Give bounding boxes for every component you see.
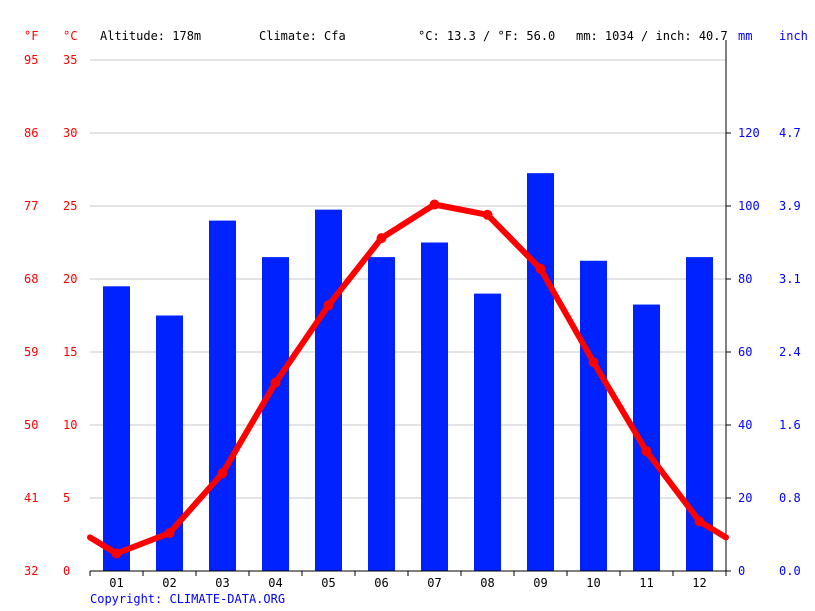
temperature-point xyxy=(588,357,599,368)
temperature-line xyxy=(87,199,729,559)
precipitation-bar xyxy=(262,257,289,571)
temperature-point xyxy=(535,263,546,274)
temperature-point xyxy=(641,446,652,457)
y-tick-label-mm: 20 xyxy=(738,491,752,505)
precipitation-bar xyxy=(103,286,130,571)
x-tick-label: 10 xyxy=(586,576,600,590)
temperature-point xyxy=(482,209,493,220)
unit-f-label: °F xyxy=(24,29,38,43)
x-tick-label: 02 xyxy=(162,576,176,590)
precipitation-bar xyxy=(315,209,342,571)
y-tick-label-c: 35 xyxy=(63,53,77,67)
y-tick-label-inch: 2.4 xyxy=(779,345,801,359)
x-tick-label: 08 xyxy=(480,576,494,590)
y-tick-label-c: 10 xyxy=(63,418,77,432)
y-tick-label-c: 20 xyxy=(63,272,77,286)
y-tick-label-inch: 0.0 xyxy=(779,564,801,578)
y-tick-label-mm: 40 xyxy=(738,418,752,432)
temperature-point xyxy=(164,528,175,539)
y-tick-label-inch: 0.8 xyxy=(779,491,801,505)
y-tick-label-inch: 3.9 xyxy=(779,199,801,213)
y-tick-label-inch: 1.6 xyxy=(779,418,801,432)
precipitation-bar xyxy=(474,293,501,571)
temperature-point xyxy=(270,377,281,388)
y-tick-label-f: 77 xyxy=(24,199,38,213)
y-tick-label-f: 68 xyxy=(24,272,38,286)
unit-inch-label: inch xyxy=(779,29,808,43)
unit-mm-label: mm xyxy=(738,29,752,43)
tick-labels: 0 32 5 41 10 50 15 59 20 68 25 77 30 86 35 95 0 0.0 20 0.8 4… xyxy=(24,53,801,590)
copyright-link[interactable]: Copyright: CLIMATE-DATA.ORG xyxy=(90,592,286,606)
y-tick-label-f: 41 xyxy=(24,491,38,505)
y-tick-label-f: 95 xyxy=(24,53,38,67)
temperature-point xyxy=(217,468,228,479)
axes xyxy=(89,40,731,576)
unit-c-label: °C xyxy=(63,29,77,43)
precipitation-bar xyxy=(527,173,554,571)
x-tick-label: 11 xyxy=(639,576,653,590)
y-tick-label-f: 86 xyxy=(24,126,38,140)
x-tick-label: 06 xyxy=(374,576,388,590)
temperature-point xyxy=(376,233,387,244)
precipitation-bar xyxy=(421,242,448,571)
y-tick-label-c: 5 xyxy=(63,491,70,505)
temperature-point xyxy=(429,199,440,210)
y-tick-label-c: 0 xyxy=(63,564,70,578)
grid-lines xyxy=(90,59,726,499)
y-tick-label-inch: 4.7 xyxy=(779,126,801,140)
x-tick-label: 09 xyxy=(533,576,547,590)
y-tick-label-f: 59 xyxy=(24,345,38,359)
x-tick-label: 12 xyxy=(692,576,706,590)
y-tick-label-c: 25 xyxy=(63,199,77,213)
temperature-point xyxy=(694,516,705,527)
y-tick-label-mm: 60 xyxy=(738,345,752,359)
precipitation-bar xyxy=(368,257,395,571)
y-tick-label-mm: 80 xyxy=(738,272,752,286)
x-tick-label: 05 xyxy=(321,576,335,590)
y-tick-label-mm: 100 xyxy=(738,199,760,213)
y-tick-label-f: 32 xyxy=(24,564,38,578)
precipitation-bars xyxy=(103,173,713,571)
y-tick-label-inch: 3.1 xyxy=(779,272,801,286)
y-tick-label-mm: 0 xyxy=(738,564,745,578)
temperature-point xyxy=(323,300,334,311)
y-tick-label-mm: 120 xyxy=(738,126,760,140)
x-tick-label: 03 xyxy=(215,576,229,590)
y-tick-label-c: 30 xyxy=(63,126,77,140)
temperature-line-path xyxy=(87,201,729,557)
temperature-point xyxy=(111,548,122,559)
temp-average-label: °C: 13.3 / °F: 56.0 xyxy=(418,29,555,43)
precipitation-bar xyxy=(580,260,607,571)
precipitation-bar xyxy=(209,220,236,571)
y-tick-label-f: 50 xyxy=(24,418,38,432)
climate-label: Climate: Cfa xyxy=(259,29,346,43)
x-tick-label: 07 xyxy=(427,576,441,590)
x-tick-label: 01 xyxy=(109,576,123,590)
y-tick-label-c: 15 xyxy=(63,345,77,359)
altitude-label: Altitude: 178m xyxy=(100,29,201,43)
precip-total-label: mm: 1034 / inch: 40.7 xyxy=(576,29,728,43)
x-tick-label: 04 xyxy=(268,576,282,590)
